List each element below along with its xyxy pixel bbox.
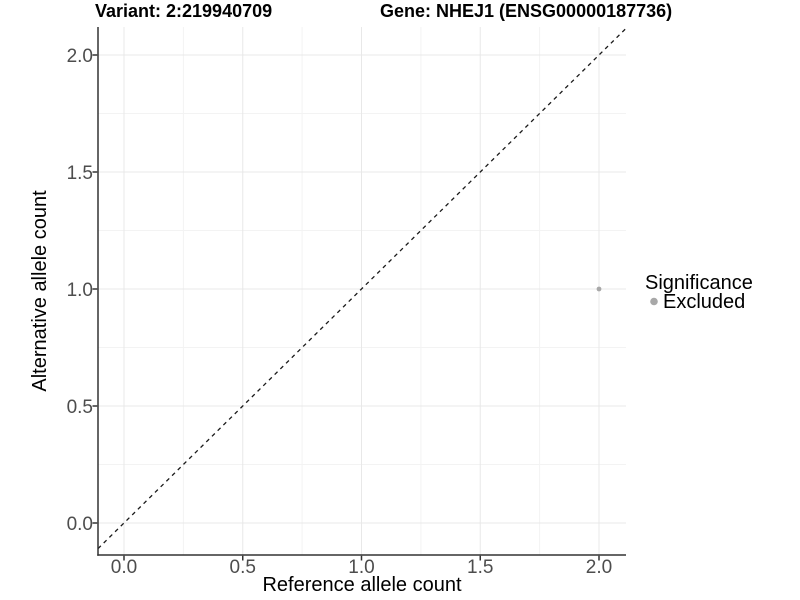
x-tick-2.0: 2.0	[586, 557, 612, 578]
x-axis-title: Reference allele count	[262, 574, 461, 596]
y-tick-2.0: 2.0	[67, 46, 93, 67]
x-tick-1.5: 1.5	[467, 557, 493, 578]
y-tick-1.5: 1.5	[67, 163, 93, 184]
grid-major	[98, 27, 626, 555]
axis-lines	[97, 27, 626, 556]
x-tick-0.5: 0.5	[230, 557, 256, 578]
x-tick-0.0: 0.0	[111, 557, 137, 578]
legend: Significance Excluded	[645, 272, 753, 313]
legend-entry-excluded: Excluded	[663, 291, 745, 313]
identity-reference-line	[97, 27, 627, 550]
y-tick-0.5: 0.5	[67, 397, 93, 418]
plot-title-gene: Gene: NHEJ1 (ENSG00000187736)	[380, 1, 672, 21]
plot-title-variant: Variant: 2:219940709	[95, 1, 272, 21]
tick-marks	[92, 54, 600, 561]
data-point	[596, 286, 602, 292]
y-tick-1.0: 1.0	[67, 280, 93, 301]
x-tick-labels: 0.0 0.5 1.0 1.5 2.0	[111, 557, 612, 578]
y-tick-0.0: 0.0	[67, 514, 93, 535]
x-tick-1.0: 1.0	[348, 557, 374, 578]
legend-title: Significance	[645, 272, 753, 294]
legend-key-dot-icon	[650, 297, 658, 306]
y-tick-labels: 0.0 0.5 1.0 1.5 2.0	[67, 46, 93, 535]
y-axis-title: Alternative allele count	[29, 190, 51, 392]
